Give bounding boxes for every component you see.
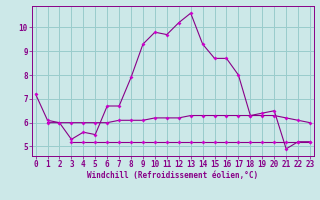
X-axis label: Windchill (Refroidissement éolien,°C): Windchill (Refroidissement éolien,°C) xyxy=(87,171,258,180)
